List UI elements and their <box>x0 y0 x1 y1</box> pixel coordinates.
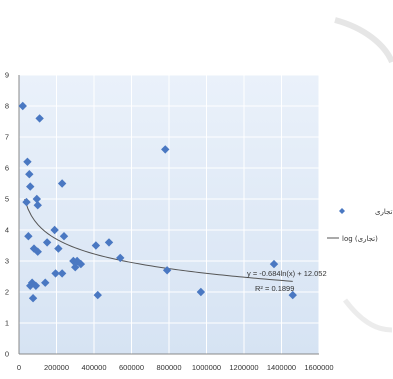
data-point <box>116 253 125 263</box>
x-tick-label: 0 <box>17 363 21 372</box>
data-point <box>91 241 101 250</box>
trendline-equation: y = -0.684ln(x) + 12.052 <box>247 269 327 278</box>
axes <box>18 75 319 355</box>
data-point <box>35 114 44 123</box>
x-tick-label: 1000000 <box>192 363 221 372</box>
data-point <box>33 201 42 210</box>
data-point <box>59 232 69 241</box>
data-point <box>57 179 67 188</box>
legend-trend-label: log (تجاری) <box>342 235 378 243</box>
x-tick-label: 800000 <box>156 363 181 372</box>
data-point <box>57 269 67 278</box>
y-tick-label: 2 <box>5 288 9 297</box>
data-point <box>42 238 52 247</box>
data-point <box>161 145 170 154</box>
data-points <box>18 101 297 303</box>
data-point <box>41 278 50 287</box>
data-point <box>162 266 172 275</box>
data-point <box>18 101 27 111</box>
tick-labels: 0 1 2 3 4 5 6 7 8 9 0 200000 400000 600000 800000 10000… <box>5 71 334 373</box>
data-point <box>288 290 297 300</box>
data-point <box>28 294 38 303</box>
data-point <box>71 263 80 272</box>
legend-series-label: تجاری <box>375 208 393 216</box>
data-point <box>33 247 42 256</box>
x-tick-label: 400000 <box>81 363 106 372</box>
trendline <box>24 198 293 282</box>
data-point <box>51 269 60 278</box>
data-point <box>23 157 32 166</box>
watermark-swirl <box>343 298 393 333</box>
data-point <box>93 290 102 300</box>
y-tick-label: 1 <box>5 319 9 328</box>
trendline-curve <box>24 198 293 282</box>
y-tick-label: 8 <box>5 102 9 111</box>
y-tick-label: 7 <box>5 133 9 142</box>
data-point <box>26 281 35 290</box>
y-tick-label: 5 <box>5 195 9 204</box>
data-point <box>24 232 33 241</box>
legend: تجاری log (تجاری) <box>327 208 393 243</box>
x-tick-label: 600000 <box>119 363 144 372</box>
data-point <box>22 197 31 207</box>
y-tick-label: 4 <box>5 226 9 235</box>
data-point <box>54 244 63 253</box>
data-point <box>31 281 41 290</box>
data-point <box>76 259 86 269</box>
gridlines <box>19 74 320 354</box>
x-tick-label: 1200000 <box>229 363 258 372</box>
data-point <box>50 225 59 235</box>
y-tick-label: 6 <box>5 164 9 173</box>
y-tick-label: 9 <box>5 71 9 80</box>
x-tick-label: 1400000 <box>267 363 296 372</box>
data-point <box>26 182 35 191</box>
legend-series-marker <box>339 208 345 214</box>
y-tick-label: 3 <box>5 257 9 266</box>
data-point <box>104 238 114 247</box>
data-point <box>32 194 42 204</box>
data-point <box>196 287 206 297</box>
data-point <box>269 259 279 269</box>
watermark-swirl <box>334 17 393 64</box>
x-tick-label: 1600000 <box>304 363 333 372</box>
x-tick-label: 200000 <box>44 363 69 372</box>
y-tick-label: 0 <box>5 350 9 359</box>
trendline-r-squared: R² = 0.1899 <box>255 284 294 293</box>
data-point <box>25 170 34 179</box>
